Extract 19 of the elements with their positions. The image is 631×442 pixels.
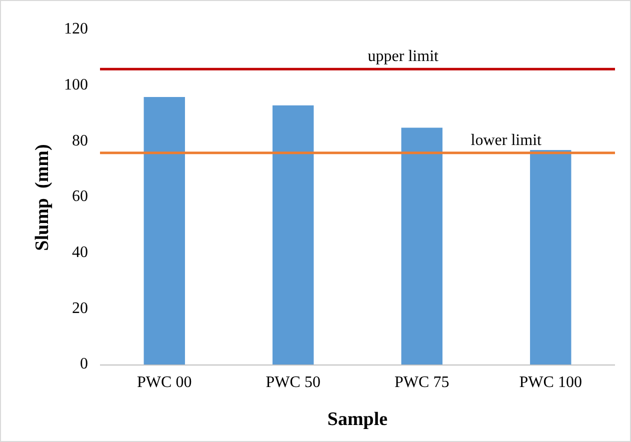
x-tick-label: PWC 00 bbox=[137, 374, 192, 391]
x-tick-label: PWC 50 bbox=[266, 374, 320, 391]
y-tick-label: 40 bbox=[72, 244, 88, 262]
bar bbox=[144, 97, 185, 365]
y-tick-label: 60 bbox=[72, 188, 88, 206]
ref-line-label: upper limit bbox=[368, 48, 440, 66]
y-tick-label: 20 bbox=[72, 300, 88, 317]
bar bbox=[530, 150, 572, 365]
bar bbox=[401, 128, 442, 365]
y-tick-label: 120 bbox=[64, 20, 88, 38]
y-axis-title: Slump (mm) bbox=[32, 144, 53, 251]
bar bbox=[272, 105, 314, 365]
x-axis-title: Sample bbox=[327, 409, 388, 430]
y-tick-label: 100 bbox=[64, 76, 88, 94]
ref-line-label: lower limit bbox=[470, 132, 542, 149]
y-tick-label: 80 bbox=[72, 132, 88, 150]
x-tick-label: PWC 75 bbox=[394, 374, 450, 391]
x-tick-label: PWC 100 bbox=[519, 374, 582, 391]
y-tick-label: 0 bbox=[80, 356, 88, 373]
